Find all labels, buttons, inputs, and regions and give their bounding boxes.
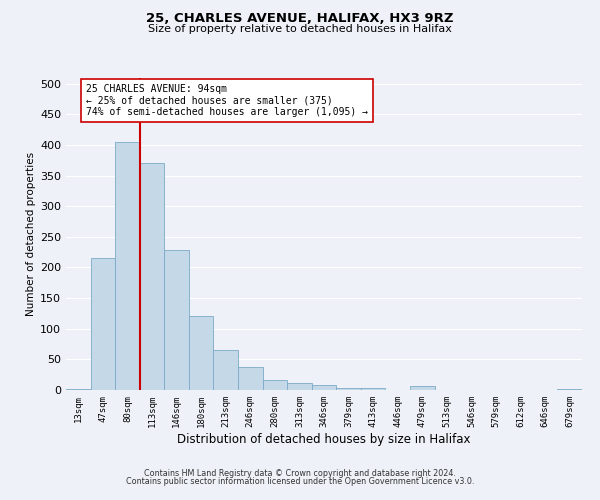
Bar — [336, 388, 361, 390]
Bar — [263, 380, 287, 390]
Bar — [66, 389, 91, 390]
Text: Contains HM Land Registry data © Crown copyright and database right 2024.: Contains HM Land Registry data © Crown c… — [144, 468, 456, 477]
Bar — [115, 142, 140, 390]
Bar — [140, 164, 164, 390]
Text: 25 CHARLES AVENUE: 94sqm
← 25% of detached houses are smaller (375)
74% of semi-: 25 CHARLES AVENUE: 94sqm ← 25% of detach… — [86, 84, 368, 117]
Text: Size of property relative to detached houses in Halifax: Size of property relative to detached ho… — [148, 24, 452, 34]
Bar — [214, 350, 238, 390]
Bar — [410, 386, 434, 390]
Bar — [361, 388, 385, 390]
Text: Contains public sector information licensed under the Open Government Licence v3: Contains public sector information licen… — [126, 477, 474, 486]
X-axis label: Distribution of detached houses by size in Halifax: Distribution of detached houses by size … — [177, 432, 471, 446]
Bar — [312, 385, 336, 390]
Bar — [287, 382, 312, 390]
Bar — [164, 250, 189, 390]
Bar — [238, 366, 263, 390]
Y-axis label: Number of detached properties: Number of detached properties — [26, 152, 36, 316]
Text: 25, CHARLES AVENUE, HALIFAX, HX3 9RZ: 25, CHARLES AVENUE, HALIFAX, HX3 9RZ — [146, 12, 454, 26]
Bar — [91, 258, 115, 390]
Bar — [189, 316, 214, 390]
Bar — [557, 389, 582, 390]
